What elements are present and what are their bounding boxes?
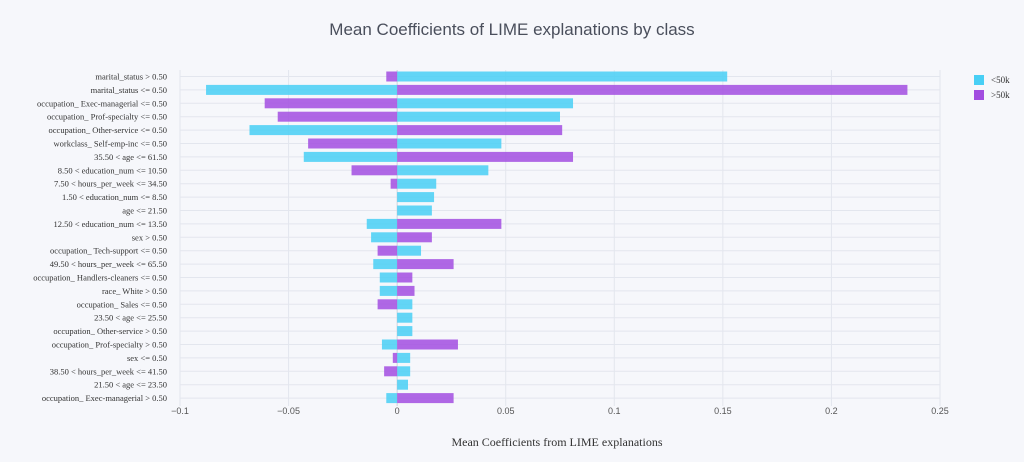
- y-tick-label: 35.50 < age <= 61.50: [94, 152, 167, 162]
- bar-lt50k[interactable]: [373, 259, 398, 270]
- y-tick-label: 38.50 < hours_per_week <= 41.50: [50, 366, 167, 376]
- x-tick-label: 0.2: [825, 406, 838, 416]
- x-tick-label: 0.1: [608, 406, 621, 416]
- bar-gt50k[interactable]: [384, 366, 398, 377]
- bar-lt50k[interactable]: [397, 366, 411, 377]
- bar-lt50k[interactable]: [397, 111, 560, 122]
- bar-lt50k[interactable]: [379, 285, 398, 296]
- bar-gt50k[interactable]: [397, 259, 454, 270]
- bar-lt50k[interactable]: [397, 98, 574, 109]
- bar-gt50k[interactable]: [397, 218, 502, 229]
- y-tick-label: occupation_ Exec-managerial > 0.50: [42, 393, 167, 403]
- y-tick-label: occupation_ Handlers-cleaners <= 0.50: [33, 273, 167, 283]
- y-tick-label: 8.50 < education_num <= 10.50: [58, 165, 167, 175]
- bar-lt50k[interactable]: [397, 245, 422, 256]
- y-tick-label: race_ White > 0.50: [102, 286, 167, 296]
- bar-gt50k[interactable]: [397, 272, 413, 283]
- y-tick-label: 1.50 < education_num <= 8.50: [62, 192, 167, 202]
- bar-lt50k[interactable]: [397, 138, 502, 149]
- bar-gt50k[interactable]: [277, 111, 398, 122]
- y-tick-label: marital_status > 0.50: [95, 72, 167, 82]
- x-tick-label: −0.05: [277, 406, 300, 416]
- y-tick-label: occupation_ Prof-specialty <= 0.50: [47, 112, 167, 122]
- y-tick-label: marital_status <= 0.50: [91, 85, 167, 95]
- x-tick-label: 0.15: [714, 406, 732, 416]
- bar-lt50k[interactable]: [379, 272, 398, 283]
- bar-lt50k[interactable]: [397, 205, 432, 216]
- bar-gt50k[interactable]: [377, 245, 398, 256]
- y-tick-label: age <= 21.50: [122, 206, 167, 216]
- legend-label[interactable]: >50k: [991, 90, 1010, 100]
- bars: [206, 71, 908, 404]
- y-tick-label: occupation_ Other-service > 0.50: [53, 326, 167, 336]
- y-tick-label: 21.50 < age <= 23.50: [94, 380, 167, 390]
- bar-lt50k[interactable]: [397, 71, 728, 82]
- x-tick-label: 0.25: [931, 406, 949, 416]
- bar-lt50k[interactable]: [397, 326, 413, 337]
- x-axis-label: Mean Coefficients from LIME explanations: [451, 435, 662, 449]
- bar-lt50k[interactable]: [206, 84, 398, 95]
- y-tick-label: occupation_ Other-service <= 0.50: [49, 125, 167, 135]
- bar-lt50k[interactable]: [397, 192, 435, 203]
- bar-gt50k[interactable]: [351, 165, 398, 176]
- legend-swatch[interactable]: [974, 75, 984, 85]
- bar-gt50k[interactable]: [397, 393, 454, 404]
- bar-lt50k[interactable]: [397, 312, 413, 323]
- y-tick-label: 49.50 < hours_per_week <= 65.50: [50, 259, 167, 269]
- bar-lt50k[interactable]: [249, 125, 398, 136]
- y-tick-label: occupation_ Exec-managerial <= 0.50: [37, 98, 167, 108]
- y-tick-label: sex > 0.50: [132, 232, 167, 242]
- bar-gt50k[interactable]: [397, 125, 563, 136]
- y-tick-label: occupation_ Sales <= 0.50: [77, 299, 167, 309]
- bar-lt50k[interactable]: [397, 379, 408, 390]
- bar-lt50k[interactable]: [303, 151, 398, 162]
- legend[interactable]: <50k >50k: [974, 75, 1010, 100]
- y-tick-label: occupation_ Prof-specialty > 0.50: [52, 340, 167, 350]
- bar-gt50k[interactable]: [386, 71, 398, 82]
- bar-gt50k[interactable]: [397, 84, 908, 95]
- bar-lt50k[interactable]: [381, 339, 398, 350]
- y-tick-label: 7.50 < hours_per_week <= 34.50: [54, 179, 167, 189]
- bar-gt50k[interactable]: [264, 98, 398, 109]
- bar-gt50k[interactable]: [397, 232, 432, 243]
- x-tick-label: 0: [395, 406, 400, 416]
- x-tick-label: 0.05: [497, 406, 515, 416]
- bar-gt50k[interactable]: [397, 339, 458, 350]
- y-tick-label: 23.50 < age <= 25.50: [94, 313, 167, 323]
- bar-lt50k[interactable]: [397, 299, 413, 310]
- legend-label[interactable]: <50k: [991, 75, 1010, 85]
- y-tick-label: occupation_ Tech-support <= 0.50: [50, 246, 167, 256]
- y-tick-label: sex <= 0.50: [127, 353, 167, 363]
- bar-gt50k[interactable]: [308, 138, 398, 149]
- bar-gt50k[interactable]: [397, 151, 574, 162]
- bar-gt50k[interactable]: [377, 299, 398, 310]
- bar-lt50k[interactable]: [397, 178, 437, 189]
- x-tick-label: −0.1: [171, 406, 189, 416]
- y-tick-labels: marital_status > 0.50 marital_status <= 0…: [33, 72, 167, 404]
- bar-gt50k[interactable]: [397, 285, 415, 296]
- legend-swatch[interactable]: [974, 90, 984, 100]
- bar-lt50k[interactable]: [386, 393, 398, 404]
- bar-lt50k[interactable]: [397, 165, 489, 176]
- y-tick-label: 12.50 < education_num <= 13.50: [53, 219, 167, 229]
- chart-title: Mean Coefficients of LIME explanations b…: [329, 20, 694, 39]
- bar-lt50k[interactable]: [366, 218, 398, 229]
- bar-lt50k[interactable]: [371, 232, 398, 243]
- bar-lt50k[interactable]: [397, 352, 411, 363]
- x-tick-labels: −0.1 −0.05 0 0.05 0.1 0.15 0.2 0.25: [171, 406, 949, 416]
- y-tick-label: workclass_ Self-emp-inc <= 0.50: [54, 139, 167, 149]
- bar-gt50k[interactable]: [392, 352, 398, 363]
- bar-gt50k[interactable]: [390, 178, 398, 189]
